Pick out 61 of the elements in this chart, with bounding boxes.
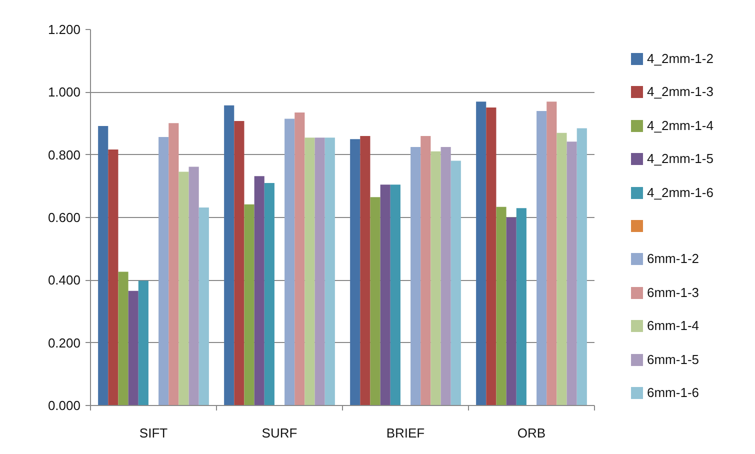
x-tick-label: ORB <box>517 426 546 440</box>
bar <box>264 183 274 406</box>
legend-label: 6mm-1-2 <box>647 252 700 266</box>
bar <box>108 150 118 406</box>
bar <box>188 166 199 406</box>
legend-label: 6mm-1-4 <box>647 319 700 334</box>
y-tick-label: 0.400 <box>48 272 81 288</box>
bar <box>244 204 254 406</box>
bar <box>430 151 441 406</box>
bar <box>496 206 506 406</box>
legend-label: 4_2mm-1-3 <box>647 85 714 100</box>
bar <box>168 123 179 406</box>
bar <box>410 147 421 406</box>
legend-label: 4_2mm-1-4 <box>647 118 714 133</box>
bar <box>476 102 486 406</box>
bar <box>314 138 325 406</box>
bar <box>486 108 496 406</box>
bar <box>178 172 189 406</box>
x-tick-label: SIFT <box>139 426 168 440</box>
bar <box>390 184 400 406</box>
bar <box>198 207 209 406</box>
bar <box>234 120 244 406</box>
bar <box>506 218 516 406</box>
bar <box>128 290 138 406</box>
bar <box>224 105 234 406</box>
bar <box>576 128 587 406</box>
bar <box>138 280 148 406</box>
bar <box>324 138 335 406</box>
bar <box>294 112 305 406</box>
bar <box>536 110 547 406</box>
bar <box>556 132 567 406</box>
y-tick-label: 1.000 <box>48 84 81 100</box>
bar <box>420 136 431 406</box>
bar <box>98 126 108 406</box>
bar <box>440 147 451 406</box>
bar <box>546 102 557 406</box>
bar <box>284 118 295 406</box>
bar <box>118 272 128 406</box>
x-tick-label: SURF <box>262 426 298 440</box>
y-tick-label: 0.000 <box>48 398 81 413</box>
legend-label: 4_2mm-1-2 <box>647 52 714 66</box>
bar <box>350 139 360 406</box>
y-tick-label: 1.200 <box>48 22 81 37</box>
bar <box>360 136 370 406</box>
x-tick-label: BRIEF <box>386 426 425 440</box>
legend-label: 4_2mm-1-6 <box>647 186 714 200</box>
y-tick-label: 0.600 <box>48 210 81 225</box>
y-tick-label: 0.800 <box>48 147 81 162</box>
legend-label: 6mm-1-5 <box>647 352 700 367</box>
bar <box>450 160 461 406</box>
bar <box>304 138 315 406</box>
bar <box>516 208 526 406</box>
y-tick-label: 0.200 <box>48 335 81 350</box>
bar <box>380 184 390 406</box>
bar <box>158 136 169 406</box>
legend-label: 4_2mm-1-5 <box>647 152 714 166</box>
legend-label: 6mm-1-3 <box>647 286 700 300</box>
bar <box>370 197 380 406</box>
legend-label: 6mm-1-6 <box>647 386 700 400</box>
bar <box>566 142 577 406</box>
bar <box>254 176 264 406</box>
